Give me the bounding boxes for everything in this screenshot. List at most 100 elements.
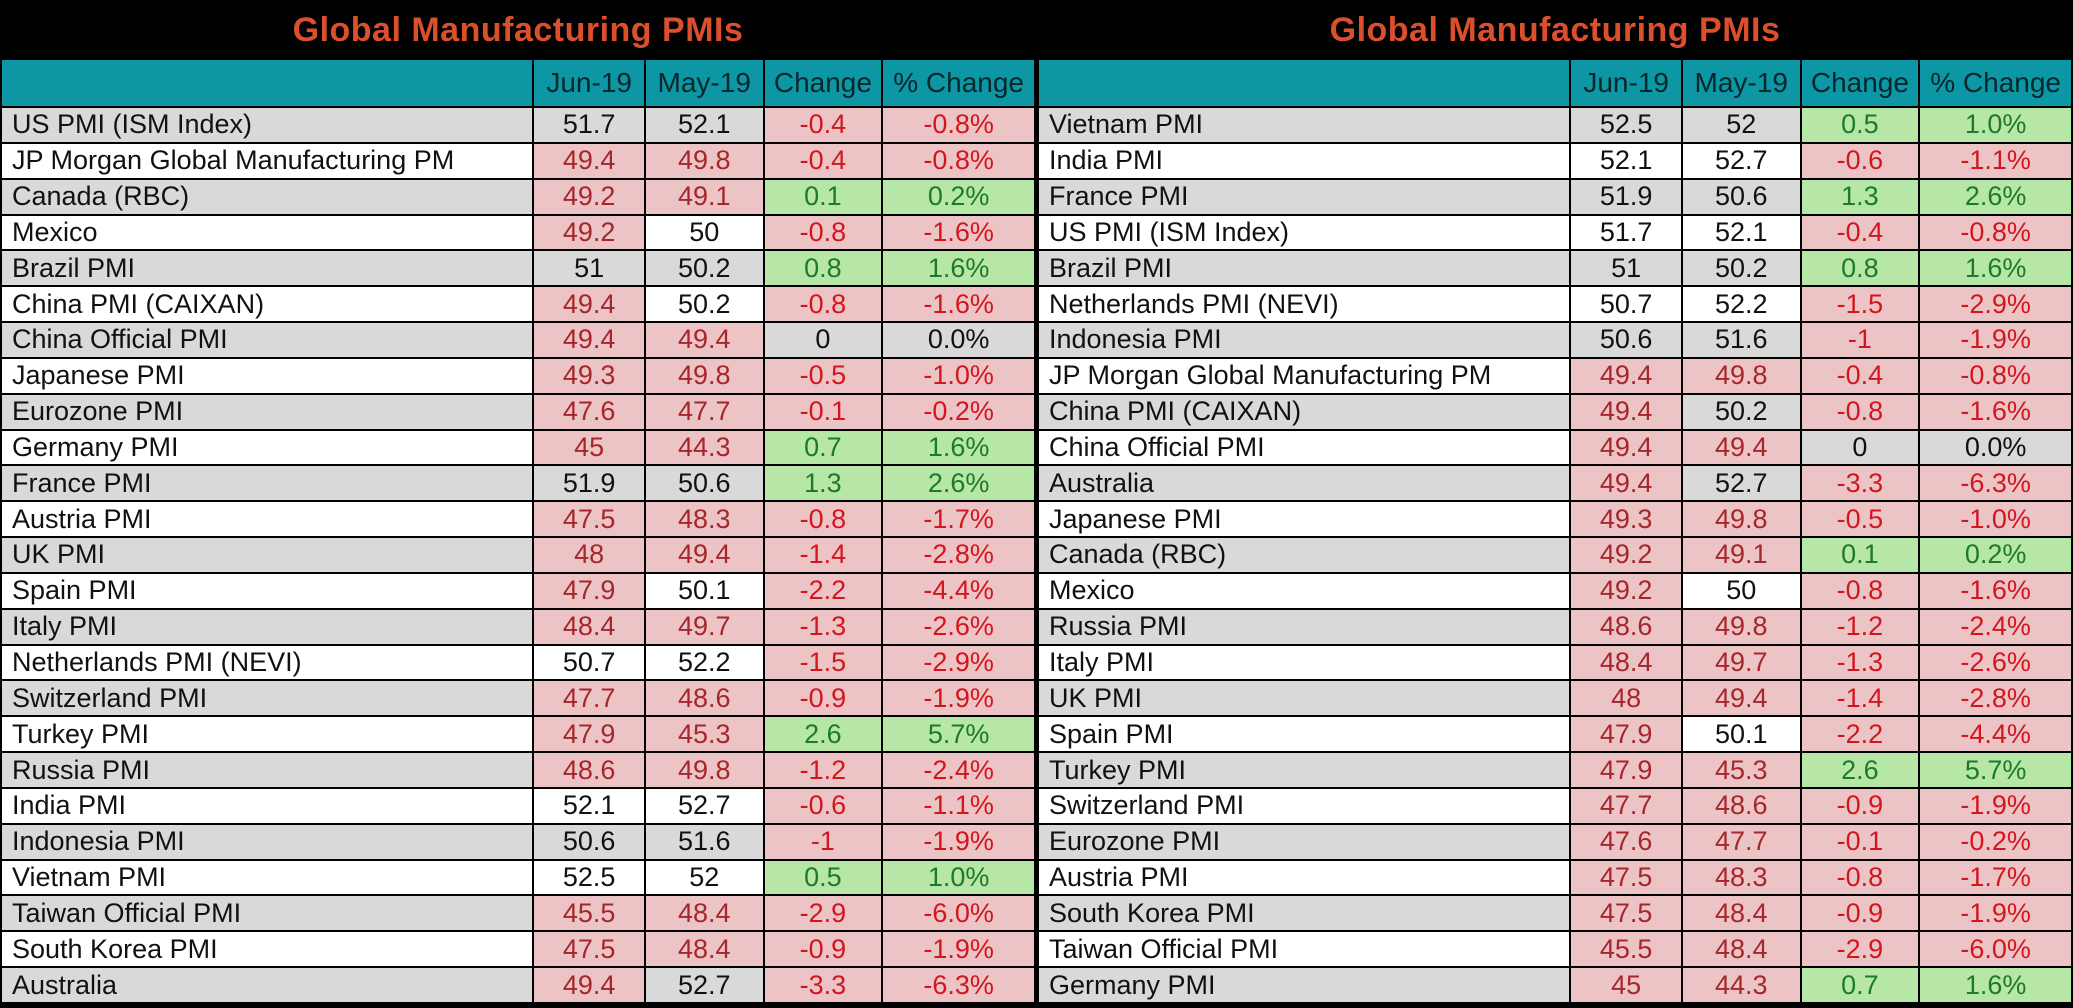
table-title: Global Manufacturing PMIs: [292, 10, 744, 49]
country-label-cell: Indonesia PMI: [1039, 321, 1570, 357]
jun-value-cell: 48: [1569, 679, 1681, 716]
pct-change-cell: -1.1%: [881, 786, 1034, 823]
pct-change-cell: 1.6%: [1918, 249, 2071, 286]
may-value-cell: 52.1: [643, 106, 763, 142]
change-cell: 0.8: [1799, 249, 1919, 286]
table-title: Global Manufacturing PMIs: [1329, 10, 1781, 49]
may-value-cell: 50.1: [643, 571, 763, 608]
pct-change-cell: -0.8%: [881, 106, 1034, 142]
country-label-cell: Eurozone PMI: [1039, 822, 1570, 859]
country-label-cell: France PMI: [1039, 177, 1570, 214]
pct-change-cell: -1.7%: [881, 500, 1034, 537]
pct-change-cell: 1.6%: [1918, 966, 2071, 1002]
may-value-cell: 52: [643, 858, 763, 895]
country-label-cell: Canada (RBC): [1039, 536, 1570, 572]
pct-change-cell: -6.0%: [881, 894, 1034, 931]
change-cell: -0.9: [1799, 786, 1919, 823]
country-label-cell: South Korea PMI: [2, 930, 533, 967]
may-value-cell: 49.4: [643, 321, 763, 357]
may-value-cell: 50.2: [643, 285, 763, 322]
pct-change-cell: -6.0%: [1918, 930, 2071, 967]
country-label-cell: Vietnam PMI: [2, 858, 533, 895]
country-label-cell: JP Morgan Global Manufacturing PM: [1039, 356, 1570, 393]
pct-change-cell: -6.3%: [881, 966, 1034, 1002]
pct-change-cell: -1.0%: [881, 356, 1034, 393]
pct-change-cell: -2.9%: [881, 643, 1034, 680]
country-label-cell: Brazil PMI: [2, 249, 533, 286]
country-label-cell: Austria PMI: [2, 500, 533, 537]
may-value-cell: 48.6: [643, 679, 763, 716]
pct-change-cell: 5.7%: [1918, 751, 2071, 787]
country-label-cell: Japanese PMI: [2, 356, 533, 393]
may-value-cell: 48.4: [1680, 894, 1800, 931]
may-value-cell: 45.3: [643, 715, 763, 752]
change-cell: -0.4: [762, 106, 882, 142]
jun-value-cell: 47.6: [1569, 822, 1681, 859]
country-label-cell: China Official PMI: [1039, 428, 1570, 465]
column-header-label-spacer: [1039, 60, 1569, 106]
change-cell: 0: [762, 321, 882, 357]
table-grid: Vietnam PMI 52.5 52 0.5 1.0% India PMI 52.1 52.…: [1039, 106, 2071, 1002]
pct-change-cell: -4.4%: [881, 571, 1034, 608]
pct-change-cell: -1.9%: [881, 679, 1034, 716]
may-value-cell: 52.7: [1680, 141, 1800, 178]
change-cell: -0.4: [1799, 213, 1919, 250]
jun-value-cell: 47.6: [532, 392, 644, 429]
country-label-cell: Russia PMI: [1039, 607, 1570, 644]
jun-value-cell: 51.7: [1569, 213, 1681, 250]
country-label-cell: JP Morgan Global Manufacturing PM: [2, 141, 533, 178]
jun-value-cell: 47.5: [1569, 894, 1681, 931]
may-value-cell: 49.4: [1680, 428, 1800, 465]
may-value-cell: 49.8: [1680, 500, 1800, 537]
pct-change-cell: -2.4%: [881, 751, 1034, 787]
jun-value-cell: 48.6: [1569, 607, 1681, 644]
change-cell: -1.5: [762, 643, 882, 680]
country-label-cell: India PMI: [2, 786, 533, 823]
pct-change-cell: 1.6%: [881, 249, 1034, 286]
pct-change-cell: 2.6%: [1918, 177, 2071, 214]
country-label-cell: Taiwan Official PMI: [2, 894, 533, 931]
change-cell: -0.8: [762, 213, 882, 250]
jun-value-cell: 47.9: [532, 715, 644, 752]
jun-value-cell: 49.4: [532, 321, 644, 357]
country-label-cell: Switzerland PMI: [2, 679, 533, 716]
pct-change-cell: -2.8%: [881, 536, 1034, 572]
may-value-cell: 49.1: [643, 177, 763, 214]
pmi-table-right: Global Manufacturing PMIs Jun-19 May-19 Ch…: [1039, 0, 2071, 1002]
jun-value-cell: 49.4: [1569, 392, 1681, 429]
change-cell: -0.8: [762, 285, 882, 322]
may-value-cell: 50.2: [1680, 249, 1800, 286]
jun-value-cell: 51.9: [1569, 177, 1681, 214]
change-cell: 0.1: [762, 177, 882, 214]
may-value-cell: 48.4: [643, 930, 763, 967]
may-value-cell: 50: [643, 213, 763, 250]
change-cell: -0.8: [1799, 571, 1919, 608]
jun-value-cell: 49.2: [1569, 571, 1681, 608]
pct-change-cell: 5.7%: [881, 715, 1034, 752]
jun-value-cell: 47.9: [1569, 715, 1681, 752]
may-value-cell: 51.6: [1680, 321, 1800, 357]
column-header-pct-change: % Change: [1918, 60, 2071, 106]
pct-change-cell: -2.4%: [1918, 607, 2071, 644]
may-value-cell: 47.7: [1680, 822, 1800, 859]
jun-value-cell: 51.9: [532, 464, 644, 501]
change-cell: -2.2: [762, 571, 882, 608]
pct-change-cell: -6.3%: [1918, 464, 2071, 501]
jun-value-cell: 50.7: [532, 643, 644, 680]
pct-change-cell: -1.1%: [1918, 141, 2071, 178]
jun-value-cell: 52.1: [532, 786, 644, 823]
pct-change-cell: -2.6%: [1918, 643, 2071, 680]
change-cell: 1.3: [762, 464, 882, 501]
change-cell: 0.5: [762, 858, 882, 895]
jun-value-cell: 49.2: [532, 213, 644, 250]
change-cell: 1.3: [1799, 177, 1919, 214]
country-label-cell: Germany PMI: [2, 428, 533, 465]
country-label-cell: Switzerland PMI: [1039, 786, 1570, 823]
may-value-cell: 48.3: [643, 500, 763, 537]
jun-value-cell: 49.2: [1569, 536, 1681, 572]
change-cell: -1.4: [762, 536, 882, 572]
jun-value-cell: 49.4: [1569, 428, 1681, 465]
may-value-cell: 44.3: [1680, 966, 1800, 1002]
country-label-cell: Netherlands PMI (NEVI): [1039, 285, 1570, 322]
pct-change-cell: -0.2%: [881, 392, 1034, 429]
